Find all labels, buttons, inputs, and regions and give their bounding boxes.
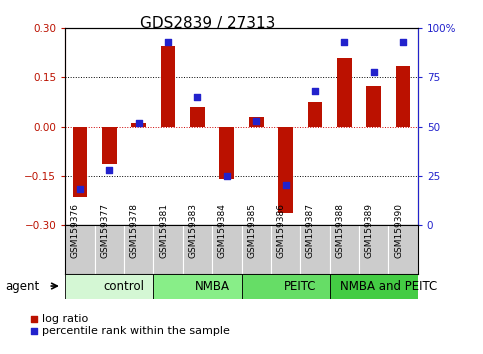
- Point: [311, 88, 319, 94]
- Point: [223, 173, 231, 178]
- Bar: [131, 123, 146, 126]
- Bar: [388, 225, 418, 274]
- Point: [282, 183, 289, 188]
- Bar: [161, 46, 175, 126]
- Bar: [337, 58, 352, 126]
- Text: GSM159390: GSM159390: [394, 203, 403, 258]
- Bar: [271, 225, 300, 274]
- Text: GSM159385: GSM159385: [247, 203, 256, 258]
- Text: NMBA and PEITC: NMBA and PEITC: [340, 280, 437, 293]
- Text: NMBA: NMBA: [195, 280, 229, 293]
- Bar: [65, 274, 154, 299]
- Bar: [308, 102, 322, 126]
- Bar: [102, 126, 116, 164]
- Point: [399, 39, 407, 45]
- Bar: [154, 225, 183, 274]
- Text: GDS2839 / 27313: GDS2839 / 27313: [140, 16, 275, 31]
- Point: [105, 167, 113, 173]
- Point: [76, 187, 84, 192]
- Bar: [329, 225, 359, 274]
- Bar: [219, 126, 234, 179]
- Text: GSM159377: GSM159377: [100, 203, 109, 258]
- Bar: [183, 225, 212, 274]
- Text: GSM159387: GSM159387: [306, 203, 315, 258]
- Bar: [396, 66, 411, 126]
- Text: GSM159388: GSM159388: [335, 203, 344, 258]
- Text: control: control: [103, 280, 144, 293]
- Text: GSM159378: GSM159378: [129, 203, 139, 258]
- Bar: [212, 225, 242, 274]
- Bar: [65, 225, 95, 274]
- Bar: [278, 126, 293, 213]
- Point: [252, 118, 260, 124]
- Bar: [359, 225, 388, 274]
- Bar: [124, 225, 154, 274]
- Bar: [154, 274, 242, 299]
- Bar: [329, 274, 418, 299]
- Point: [135, 120, 142, 125]
- Bar: [72, 126, 87, 197]
- Bar: [367, 86, 381, 126]
- Text: GSM159384: GSM159384: [218, 203, 227, 258]
- Text: GSM159383: GSM159383: [188, 203, 198, 258]
- Text: GSM159386: GSM159386: [277, 203, 285, 258]
- Point: [370, 69, 378, 74]
- Bar: [242, 274, 330, 299]
- Bar: [190, 107, 205, 126]
- Text: GSM159376: GSM159376: [71, 203, 80, 258]
- Text: GSM159381: GSM159381: [159, 203, 168, 258]
- Point: [164, 39, 172, 45]
- Text: GSM159389: GSM159389: [365, 203, 374, 258]
- Bar: [95, 225, 124, 274]
- Text: agent: agent: [5, 280, 39, 292]
- Point: [194, 94, 201, 100]
- Bar: [249, 117, 264, 126]
- Bar: [300, 225, 329, 274]
- Bar: [242, 225, 271, 274]
- Text: PEITC: PEITC: [284, 280, 316, 293]
- Legend: log ratio, percentile rank within the sample: log ratio, percentile rank within the sa…: [30, 314, 230, 336]
- Point: [341, 39, 348, 45]
